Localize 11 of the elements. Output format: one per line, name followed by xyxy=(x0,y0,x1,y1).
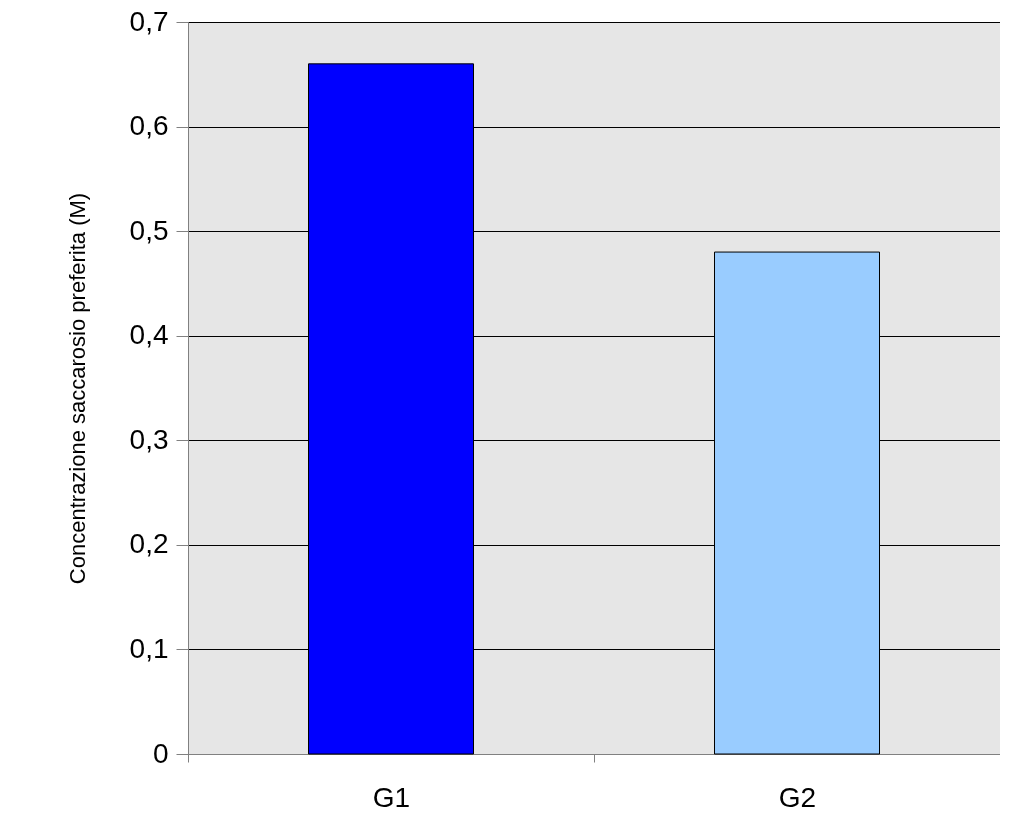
y-tick-label: 0,6 xyxy=(129,110,169,142)
y-tick-label: 0,3 xyxy=(129,423,169,455)
y-tick-label: 0,1 xyxy=(129,632,169,664)
y-tick-label: 0,4 xyxy=(129,319,169,351)
y-tick-label: 0,5 xyxy=(129,214,169,246)
x-tick-label: G2 xyxy=(778,781,817,813)
y-tick-label: 0,2 xyxy=(129,528,169,560)
y-axis-title: Concentrazione saccarosio preferita (M) xyxy=(64,192,90,585)
y-tick-label: 0,7 xyxy=(129,5,169,37)
x-tick-label: G1 xyxy=(372,781,411,813)
y-tick-label: 0 xyxy=(152,737,169,769)
